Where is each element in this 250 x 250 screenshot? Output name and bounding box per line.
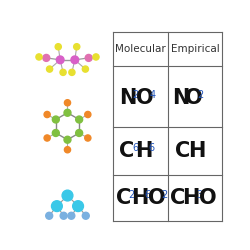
Circle shape xyxy=(85,112,91,117)
Circle shape xyxy=(82,212,89,219)
Circle shape xyxy=(69,69,75,75)
Text: 3: 3 xyxy=(196,190,202,200)
Text: Empirical: Empirical xyxy=(171,44,220,54)
Text: 2: 2 xyxy=(161,190,168,200)
Text: N: N xyxy=(172,88,190,108)
Circle shape xyxy=(64,136,71,143)
Text: 6: 6 xyxy=(145,190,151,200)
Circle shape xyxy=(44,112,50,117)
Text: H: H xyxy=(188,141,205,161)
Text: N: N xyxy=(120,88,137,108)
Circle shape xyxy=(85,135,91,141)
Circle shape xyxy=(64,147,70,153)
Circle shape xyxy=(46,212,53,219)
Circle shape xyxy=(64,109,71,116)
Text: Molecular: Molecular xyxy=(115,44,166,54)
Circle shape xyxy=(64,100,70,106)
Text: 4: 4 xyxy=(149,90,156,100)
Circle shape xyxy=(82,66,88,72)
Text: 2: 2 xyxy=(132,90,139,100)
Circle shape xyxy=(68,212,75,219)
Circle shape xyxy=(85,54,92,62)
Circle shape xyxy=(62,190,73,201)
Circle shape xyxy=(52,130,59,136)
Text: C: C xyxy=(175,141,190,161)
Circle shape xyxy=(73,201,84,211)
Circle shape xyxy=(52,201,62,211)
Circle shape xyxy=(56,56,64,64)
Circle shape xyxy=(74,44,80,50)
Text: O: O xyxy=(148,188,166,208)
Text: 6: 6 xyxy=(132,143,138,153)
Circle shape xyxy=(52,116,59,123)
Text: 2: 2 xyxy=(128,190,134,200)
Text: C: C xyxy=(170,188,185,208)
Circle shape xyxy=(46,66,53,72)
Text: C: C xyxy=(120,141,135,161)
Text: H: H xyxy=(132,188,149,208)
Circle shape xyxy=(76,116,82,123)
Text: C: C xyxy=(116,188,131,208)
Circle shape xyxy=(44,135,50,141)
Text: H: H xyxy=(182,188,200,208)
Text: 6: 6 xyxy=(149,143,155,153)
Text: H: H xyxy=(135,141,152,161)
Circle shape xyxy=(71,56,79,64)
Text: O: O xyxy=(199,188,217,208)
Text: O: O xyxy=(185,88,202,108)
Circle shape xyxy=(60,69,66,75)
Circle shape xyxy=(55,44,61,50)
Circle shape xyxy=(43,54,50,62)
Circle shape xyxy=(93,54,99,60)
Text: O: O xyxy=(136,88,154,108)
Circle shape xyxy=(76,130,82,136)
Circle shape xyxy=(36,54,42,60)
Text: 2: 2 xyxy=(198,90,204,100)
Circle shape xyxy=(60,212,67,219)
